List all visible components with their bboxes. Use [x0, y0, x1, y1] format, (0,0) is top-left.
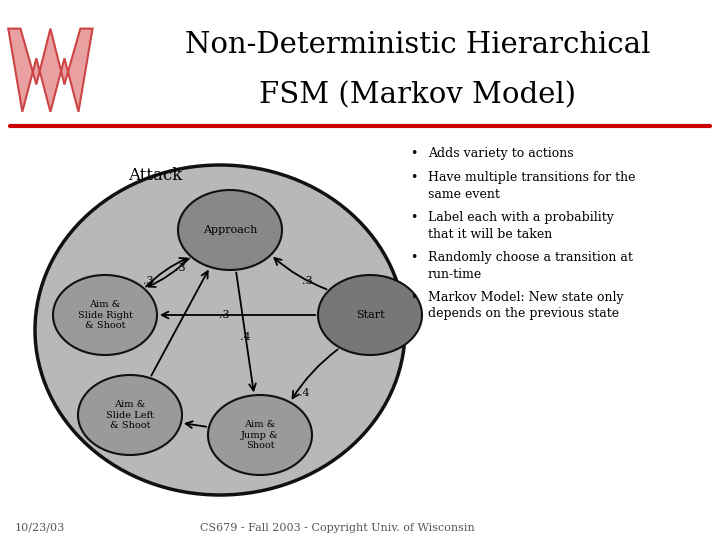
Text: 10/23/03: 10/23/03: [15, 523, 66, 533]
Text: .4: .4: [240, 332, 251, 342]
Text: •: •: [410, 212, 418, 225]
Text: Have multiple transitions for the: Have multiple transitions for the: [428, 172, 636, 185]
Ellipse shape: [78, 375, 182, 455]
Text: that it will be taken: that it will be taken: [428, 227, 552, 240]
Text: depends on the previous state: depends on the previous state: [428, 307, 619, 321]
Text: CS679 - Fall 2003 - Copyright Univ. of Wisconsin: CS679 - Fall 2003 - Copyright Univ. of W…: [200, 523, 474, 533]
FancyArrowPatch shape: [146, 258, 186, 287]
Ellipse shape: [178, 190, 282, 270]
Text: Approach: Approach: [203, 225, 257, 235]
Text: Non-Deterministic Hierarchical: Non-Deterministic Hierarchical: [185, 31, 650, 59]
FancyArrowPatch shape: [162, 312, 315, 319]
Ellipse shape: [53, 275, 157, 355]
Text: Attack: Attack: [128, 166, 182, 184]
Text: .3: .3: [175, 263, 185, 273]
FancyArrowPatch shape: [292, 349, 338, 398]
FancyArrowPatch shape: [274, 258, 327, 289]
Text: .3: .3: [219, 310, 230, 320]
FancyArrowPatch shape: [186, 421, 206, 428]
Text: •: •: [410, 292, 418, 305]
Ellipse shape: [208, 395, 312, 475]
PathPatch shape: [9, 29, 92, 112]
Text: run-time: run-time: [428, 267, 482, 280]
Text: •: •: [410, 147, 418, 160]
Text: .3: .3: [302, 276, 312, 286]
Text: Aim &
Slide Left
& Shoot: Aim & Slide Left & Shoot: [106, 400, 154, 430]
Text: .4: .4: [299, 388, 310, 398]
Ellipse shape: [35, 165, 405, 495]
Text: same event: same event: [428, 187, 500, 200]
Bar: [0, 0, 720, 130]
Text: Markov Model: New state only: Markov Model: New state only: [428, 292, 624, 305]
Text: Aim &
Jump &
Shoot: Aim & Jump & Shoot: [241, 420, 279, 450]
Text: •: •: [410, 252, 418, 265]
Ellipse shape: [318, 275, 422, 355]
Text: Randomly choose a transition at: Randomly choose a transition at: [428, 252, 633, 265]
Text: Start: Start: [356, 310, 384, 320]
Text: Adds variety to actions: Adds variety to actions: [428, 147, 574, 160]
FancyArrowPatch shape: [148, 259, 189, 287]
Text: .3: .3: [143, 276, 154, 286]
Text: FSM (Markov Model): FSM (Markov Model): [259, 81, 576, 109]
Text: Label each with a probability: Label each with a probability: [428, 212, 614, 225]
Text: •: •: [410, 172, 418, 185]
FancyArrowPatch shape: [151, 271, 208, 376]
Text: Aim &
Slide Right
& Shoot: Aim & Slide Right & Shoot: [78, 300, 132, 330]
FancyArrowPatch shape: [236, 273, 256, 390]
